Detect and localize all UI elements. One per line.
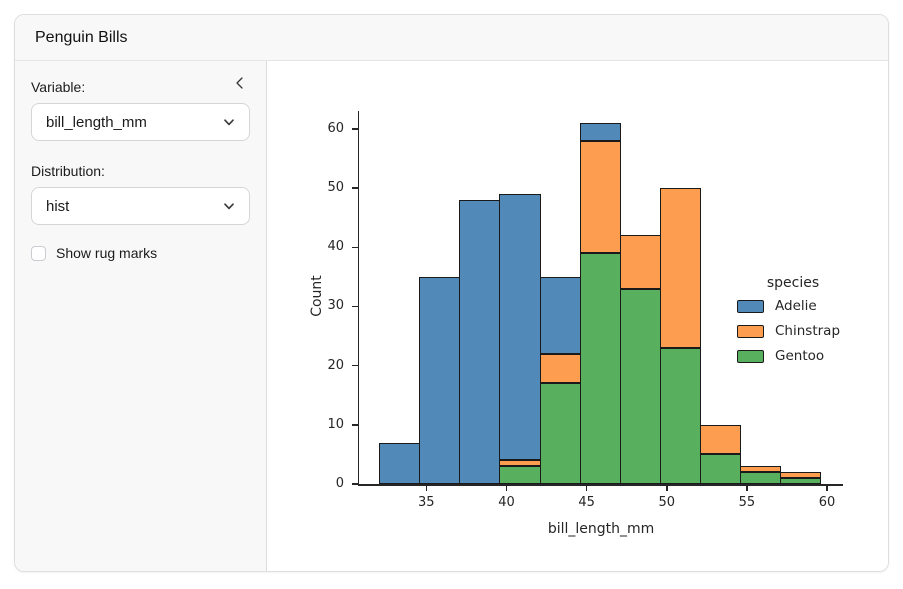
legend-entry: Gentoo	[737, 348, 849, 364]
x-axis-spine	[357, 484, 844, 486]
x-tick-mark	[746, 485, 748, 491]
x-tick-label: 40	[498, 495, 515, 510]
y-tick-label: 50	[327, 180, 344, 196]
x-tick-mark	[505, 485, 508, 491]
y-tick-label: 40	[327, 239, 344, 255]
variable-label: Variable:	[31, 79, 86, 95]
bar-segment	[499, 460, 541, 467]
y-tick-label: 10	[327, 416, 344, 432]
x-tick-label: 50	[658, 495, 676, 510]
bar-segment	[779, 478, 822, 484]
bar-segment	[459, 199, 501, 484]
bar-segment	[659, 188, 702, 348]
y-axis-label: Count	[309, 274, 325, 317]
x-tick-mark	[826, 485, 828, 491]
distribution-select[interactable]: hist	[31, 187, 250, 225]
bar-segment	[699, 454, 742, 484]
bar-segment	[619, 288, 661, 484]
y-tick-label: 20	[327, 357, 344, 373]
x-tick-label: 55	[738, 495, 756, 510]
bar-segment	[419, 276, 461, 484]
distribution-select-value: hist	[46, 197, 70, 215]
y-tick-mark	[352, 128, 358, 130]
app-header: Penguin Bills	[15, 15, 888, 61]
legend-label: Adelie	[775, 298, 817, 314]
y-tick-label: 30	[327, 298, 344, 314]
bar-segment	[539, 353, 581, 384]
distribution-label: Distribution:	[31, 163, 105, 179]
bar-segment	[779, 472, 822, 479]
legend-label: Gentoo	[775, 348, 825, 364]
bar-segment	[499, 194, 541, 461]
app-title: Penguin Bills	[35, 28, 128, 46]
x-tick-mark	[585, 485, 588, 491]
y-tick-mark	[352, 305, 358, 308]
y-axis-spine	[357, 111, 359, 486]
legend-title: species	[766, 275, 820, 291]
y-tick-mark	[352, 246, 358, 249]
histogram-plot: 35 40 45 50 55 60 0 10 20 30 40 50 60 bill_length_mm C…	[267, 61, 888, 571]
x-axis-label: bill_length_mm	[547, 521, 655, 537]
chevron-down-icon	[221, 114, 237, 130]
main-panel: 35 40 45 50 55 60 0 10 20 30 40 50 60 bill_length_mm C…	[267, 61, 888, 571]
y-tick-mark	[352, 187, 358, 189]
legend-swatch-chinstrap	[737, 324, 764, 338]
legend-entry: Adelie	[737, 298, 849, 314]
variable-select-value: bill_length_mm	[46, 113, 147, 131]
y-tick-mark	[352, 483, 358, 485]
y-tick-mark	[352, 364, 358, 367]
bar-segment	[579, 253, 621, 484]
rug-checkbox-label: Show rug marks	[56, 245, 158, 261]
bar-segment	[579, 123, 621, 141]
x-tick-label: 60	[818, 495, 836, 510]
y-tick-mark	[352, 424, 358, 426]
x-tick-mark	[666, 485, 668, 491]
bar-segment	[379, 442, 421, 484]
x-tick-label: 35	[418, 495, 435, 510]
bar-segment	[619, 235, 661, 289]
bar-segment	[579, 140, 621, 254]
bar-segment	[539, 383, 581, 484]
rug-checkbox[interactable]	[31, 245, 46, 261]
y-tick-label: 0	[335, 476, 344, 491]
chart-legend: species Adelie Chinstrap Gentoo	[737, 275, 849, 373]
chevron-down-icon	[221, 198, 237, 214]
variable-select[interactable]: bill_length_mm	[31, 103, 250, 141]
sidebar: Variable: bill_length_mm Distribution: h…	[15, 61, 267, 571]
legend-swatch-adelie	[737, 299, 764, 313]
bar-segment	[699, 424, 742, 455]
bar-segment	[739, 472, 782, 484]
chevron-left-icon	[232, 75, 248, 96]
bar-segment	[739, 466, 782, 473]
y-tick-label: 60	[327, 120, 344, 136]
bar-segment	[539, 276, 581, 354]
x-tick-mark	[425, 485, 428, 491]
legend-swatch-gentoo	[737, 349, 764, 363]
bar-segment	[659, 347, 702, 484]
sidebar-collapse-button[interactable]	[230, 75, 250, 95]
legend-entry: Chinstrap	[737, 323, 849, 339]
app-card: Penguin Bills Variable: bill_length_mm D…	[14, 14, 889, 572]
legend-label: Chinstrap	[775, 323, 841, 339]
bar-segment	[499, 466, 541, 484]
x-tick-label: 45	[578, 495, 595, 510]
